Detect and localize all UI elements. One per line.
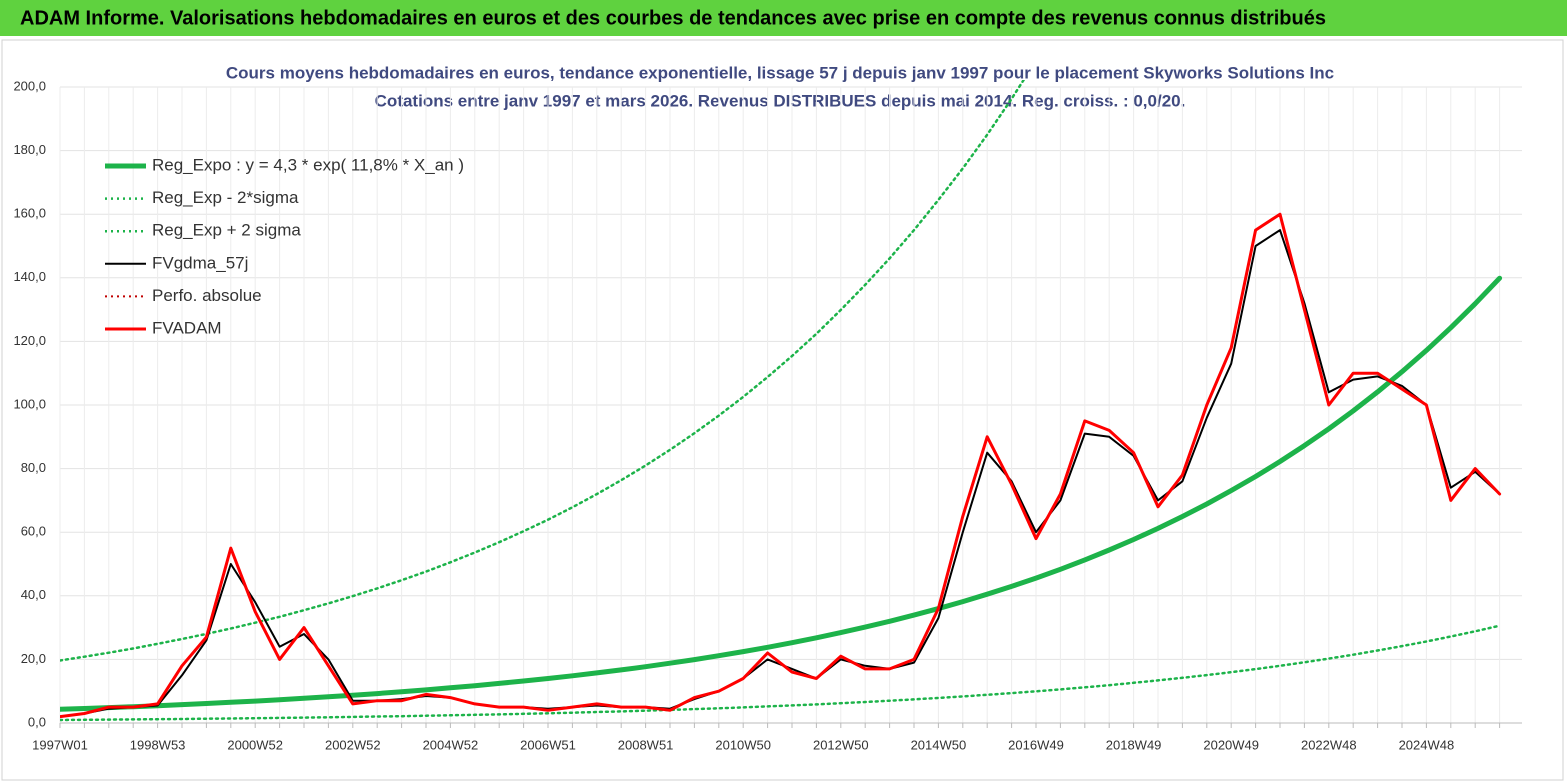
- legend-label: FVgdma_57j: [152, 253, 248, 272]
- chart-subtitle: Cotations entre janv 1997 et mars 2026. …: [375, 91, 1186, 110]
- series-line: [60, 624, 1501, 722]
- legend: Reg_Expo : y = 4,3 * exp( 11,8% * X_an )…: [105, 155, 464, 337]
- y-tick-label: 160,0: [13, 206, 46, 221]
- x-tick-label: 2012W50: [813, 737, 869, 752]
- x-tick-label: 1998W53: [130, 737, 186, 752]
- legend-label: Reg_Expo : y = 4,3 * exp( 11,8% * X_an ): [152, 155, 464, 174]
- plot: [60, 80, 1503, 722]
- x-tick-label: 2024W48: [1399, 737, 1455, 752]
- x-tick-label: 2018W49: [1106, 737, 1162, 752]
- x-tick-label: 2014W50: [911, 737, 967, 752]
- x-tick-label: 2006W51: [520, 737, 576, 752]
- y-tick-label: 120,0: [13, 333, 46, 348]
- y-tick-label: 20,0: [21, 651, 46, 666]
- legend-label: Perfo. absolue: [152, 286, 262, 305]
- legend-label: Reg_Exp + 2 sigma: [152, 221, 301, 240]
- header-title: ADAM Informe. Valorisations hebdomadaire…: [20, 7, 1326, 29]
- legend-label: FVADAM: [152, 318, 222, 337]
- y-tick-label: 40,0: [21, 587, 46, 602]
- x-tick-label: 2022W48: [1301, 737, 1357, 752]
- x-tick-label: 1997W01: [32, 737, 88, 752]
- grid: 0,0 20,0 40,0 60,0 80,0 100,0 120,0 140,0 160,0 1…: [13, 78, 1522, 752]
- x-tick-label: 2000W52: [227, 737, 283, 752]
- chart-title: Cours moyens hebdomadaires en euros, ten…: [226, 63, 1334, 82]
- header-bar: [0, 0, 1567, 36]
- series-line: [60, 212, 1502, 719]
- x-tick-label: 2010W50: [715, 737, 771, 752]
- y-tick-label: 200,0: [13, 78, 46, 93]
- y-tick-label: 60,0: [21, 524, 46, 539]
- x-tick-label: 2008W51: [618, 737, 674, 752]
- y-tick-label: 100,0: [13, 396, 46, 411]
- chart-area: [1, 39, 1564, 781]
- y-tick-label: 140,0: [13, 269, 46, 284]
- x-tick-label: 2004W52: [423, 737, 479, 752]
- x-tick-label: 2020W49: [1203, 737, 1259, 752]
- series-line: [60, 275, 1503, 712]
- y-tick-label: 0,0: [28, 714, 46, 729]
- x-tick-label: 2002W52: [325, 737, 381, 752]
- x-tick-label: 2016W49: [1008, 737, 1064, 752]
- y-tick-label: 180,0: [13, 142, 46, 157]
- series-line: [60, 80, 1026, 662]
- y-tick-label: 80,0: [21, 460, 46, 475]
- legend-label: Reg_Exp - 2*sigma: [152, 188, 299, 207]
